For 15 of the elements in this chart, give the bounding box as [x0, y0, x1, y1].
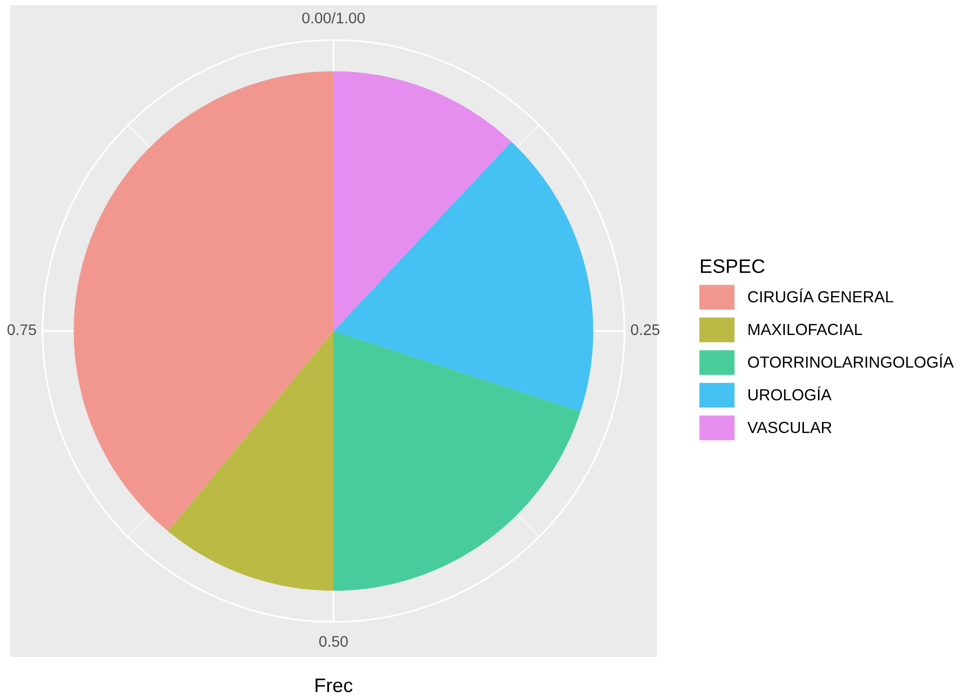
pie-slice: [168, 331, 334, 591]
text: 0.25: [630, 324, 660, 336]
text: 0.50: [319, 636, 348, 647]
legend-title: ESPEC: [700, 259, 765, 274]
legend-label: UROLOGÍA: [748, 386, 832, 400]
text: 0.00/1.00: [302, 12, 365, 24]
legend-label: VASCULAR: [747, 422, 832, 434]
legend-label: MAXILOFACIAL: [748, 324, 862, 336]
text: Frec: [316, 678, 352, 692]
pie-slice: [334, 71, 512, 331]
pie-slice: [74, 71, 334, 532]
legend-label: OTORRINOLARINGOLOGÍA: [748, 354, 954, 368]
pie-slice: [334, 142, 594, 412]
legend-label: CIRUGÍA GENERAL: [748, 288, 894, 302]
text: 0.75: [8, 324, 36, 336]
